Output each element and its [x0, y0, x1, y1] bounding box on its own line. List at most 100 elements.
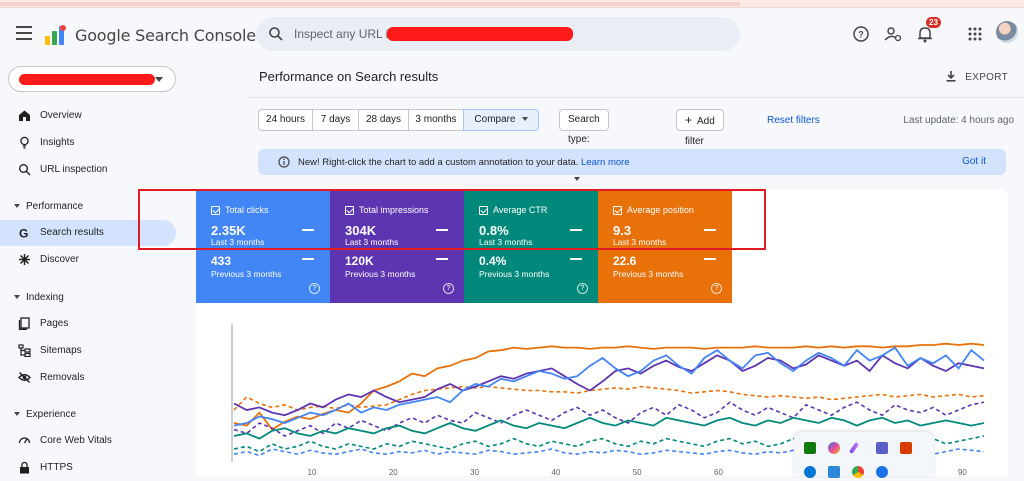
- date-range-compare[interactable]: Compare: [463, 109, 539, 131]
- chart-x-tick-label: 50: [633, 468, 642, 476]
- date-range-7-days[interactable]: 7 days: [312, 109, 359, 131]
- plus-icon: +: [685, 113, 693, 127]
- xbox-icon[interactable]: [804, 442, 816, 454]
- chevron-down-icon: [155, 77, 163, 82]
- main-content: Performance on Search results EXPORT 24 …: [196, 60, 1024, 476]
- sidebar-item-label: Overview: [40, 110, 82, 121]
- metric-period: Last 3 months: [211, 237, 265, 247]
- export-button[interactable]: EXPORT: [945, 70, 1008, 83]
- metric-average-position[interactable]: Average position 9.3 Last 3 months 22.6 …: [598, 189, 732, 303]
- learn-more-link[interactable]: Learn more: [581, 157, 630, 168]
- notifications-button[interactable]: 23: [914, 17, 941, 45]
- chart-series-line-0[interactable]: [233, 342, 985, 431]
- property-selector[interactable]: [8, 66, 176, 92]
- metric-value: 2.35K: [211, 223, 246, 238]
- sidebar-section-experience[interactable]: Experience: [0, 405, 176, 425]
- sidebar-item-insights[interactable]: Insights: [0, 130, 176, 156]
- users-settings-icon[interactable]: [882, 23, 904, 45]
- metric-average-ctr[interactable]: Average CTR 0.8% Last 3 months 0.4% Prev…: [464, 189, 598, 303]
- sidebar-item-label: HTTPS: [40, 462, 73, 473]
- eye-off-icon: [18, 372, 31, 383]
- metric-previous-period: Previous 3 months: [613, 269, 684, 279]
- help-icon[interactable]: ?: [711, 283, 722, 294]
- chart-series-line-2[interactable]: [233, 354, 985, 417]
- checkbox-checked-icon[interactable]: [479, 206, 488, 215]
- chart-series-line-5[interactable]: [233, 416, 985, 440]
- help-icon[interactable]: ?: [309, 283, 320, 294]
- search-type-filter[interactable]: Search type: Web: [559, 109, 609, 181]
- header-divider: [248, 97, 1024, 98]
- taskbar-app-icon[interactable]: [828, 466, 840, 478]
- taskbar-app-icon[interactable]: [804, 466, 816, 478]
- copilot-icon[interactable]: [828, 442, 840, 454]
- redacted-property-url: [387, 27, 573, 41]
- sidebar-item-sitemaps[interactable]: Sitemaps: [0, 338, 176, 364]
- sidebar-item-core-web-vitals[interactable]: Core Web Vitals: [0, 428, 176, 454]
- chart-series-line-6[interactable]: [233, 435, 985, 453]
- download-icon: [946, 71, 956, 82]
- chrome-icon[interactable]: [852, 466, 864, 478]
- solid-line-legend-icon: [570, 229, 582, 231]
- sidebar-section-indexing[interactable]: Indexing: [0, 288, 176, 308]
- lock-icon: [20, 461, 29, 474]
- teams-icon[interactable]: [876, 442, 888, 454]
- search-console-logo-icon: [45, 25, 66, 45]
- section-label: Performance: [26, 201, 84, 212]
- metric-title: Total clicks: [225, 205, 269, 215]
- sidebar: Overview Insights URL inspection Perform…: [0, 60, 196, 476]
- highlight-annotation-box: [138, 189, 766, 250]
- metric-title: Average CTR: [493, 205, 548, 215]
- sidebar-section-performance[interactable]: Performance: [0, 197, 176, 217]
- date-range-28-days[interactable]: 28 days: [358, 109, 409, 131]
- tab-strip-highlight: [0, 2, 740, 6]
- chart-series-line-3[interactable]: [233, 346, 985, 427]
- performance-card: Total clicks 2.35K Last 3 months 433 Pre…: [196, 189, 1008, 476]
- checkbox-checked-icon[interactable]: [613, 206, 622, 215]
- reset-filters-link[interactable]: Reset filters: [767, 115, 820, 126]
- metric-value: 304K: [345, 223, 377, 238]
- app-header: Google Search Console Inspect any URL in…: [0, 8, 1024, 60]
- got-it-button[interactable]: Got it: [962, 156, 986, 167]
- banner-message: New! Right-click the chart to add a cust…: [298, 157, 630, 168]
- sidebar-item-discover[interactable]: Discover: [0, 247, 176, 273]
- metric-previous-value: 22.6: [613, 254, 637, 268]
- metric-total-clicks[interactable]: Total clicks 2.35K Last 3 months 433 Pre…: [196, 189, 330, 303]
- metric-total-impressions[interactable]: Total impressions 304K Last 3 months 120…: [330, 189, 464, 303]
- menu-icon[interactable]: [16, 26, 32, 40]
- metric-previous-period: Previous 3 months: [211, 269, 282, 279]
- sidebar-item-label: Removals: [40, 372, 85, 383]
- collapse-triangle-icon: [14, 295, 20, 299]
- help-icon[interactable]: ?: [850, 23, 872, 45]
- solid-line-legend-icon: [302, 229, 314, 231]
- help-icon[interactable]: ?: [577, 283, 588, 294]
- taskbar-app-icon[interactable]: [876, 466, 888, 478]
- sidebar-item-overview[interactable]: Overview: [0, 103, 176, 129]
- metric-period: Last 3 months: [613, 237, 667, 247]
- gauge-icon: [18, 437, 31, 444]
- sidebar-item-pages[interactable]: Pages: [0, 311, 176, 337]
- sidebar-item-label: Search results: [40, 227, 104, 238]
- info-icon: [278, 156, 290, 168]
- chart-series-line-4[interactable]: [233, 401, 985, 437]
- metric-period: Last 3 months: [479, 237, 533, 247]
- apps-grid-icon[interactable]: [964, 23, 986, 45]
- add-filter-button[interactable]: + Add filter: [676, 109, 724, 147]
- sidebar-item-search-results[interactable]: G Search results: [0, 220, 176, 246]
- account-avatar[interactable]: [996, 21, 1018, 43]
- sidebar-item-removals[interactable]: Removals: [0, 365, 176, 391]
- chart-series-line-1[interactable]: [233, 385, 985, 411]
- office-icon[interactable]: [900, 442, 912, 454]
- chart-x-tick-label: 30: [470, 468, 479, 476]
- sidebar-item-url-inspection[interactable]: URL inspection: [0, 157, 176, 183]
- checkbox-checked-icon[interactable]: [345, 206, 354, 215]
- help-icon[interactable]: ?: [443, 283, 454, 294]
- sidebar-item-https[interactable]: HTTPS: [0, 455, 176, 481]
- date-range-24-hours[interactable]: 24 hours: [258, 109, 313, 131]
- date-range-3-months[interactable]: 3 months: [408, 109, 464, 131]
- dashed-line-legend-icon: [302, 258, 314, 260]
- chevron-down-icon: [521, 117, 528, 121]
- url-inspection-search[interactable]: Inspect any URL in: [256, 17, 740, 51]
- checkbox-checked-icon[interactable]: [211, 206, 220, 215]
- pen-icon[interactable]: [848, 441, 860, 455]
- chart-x-tick-label: 20: [389, 468, 398, 476]
